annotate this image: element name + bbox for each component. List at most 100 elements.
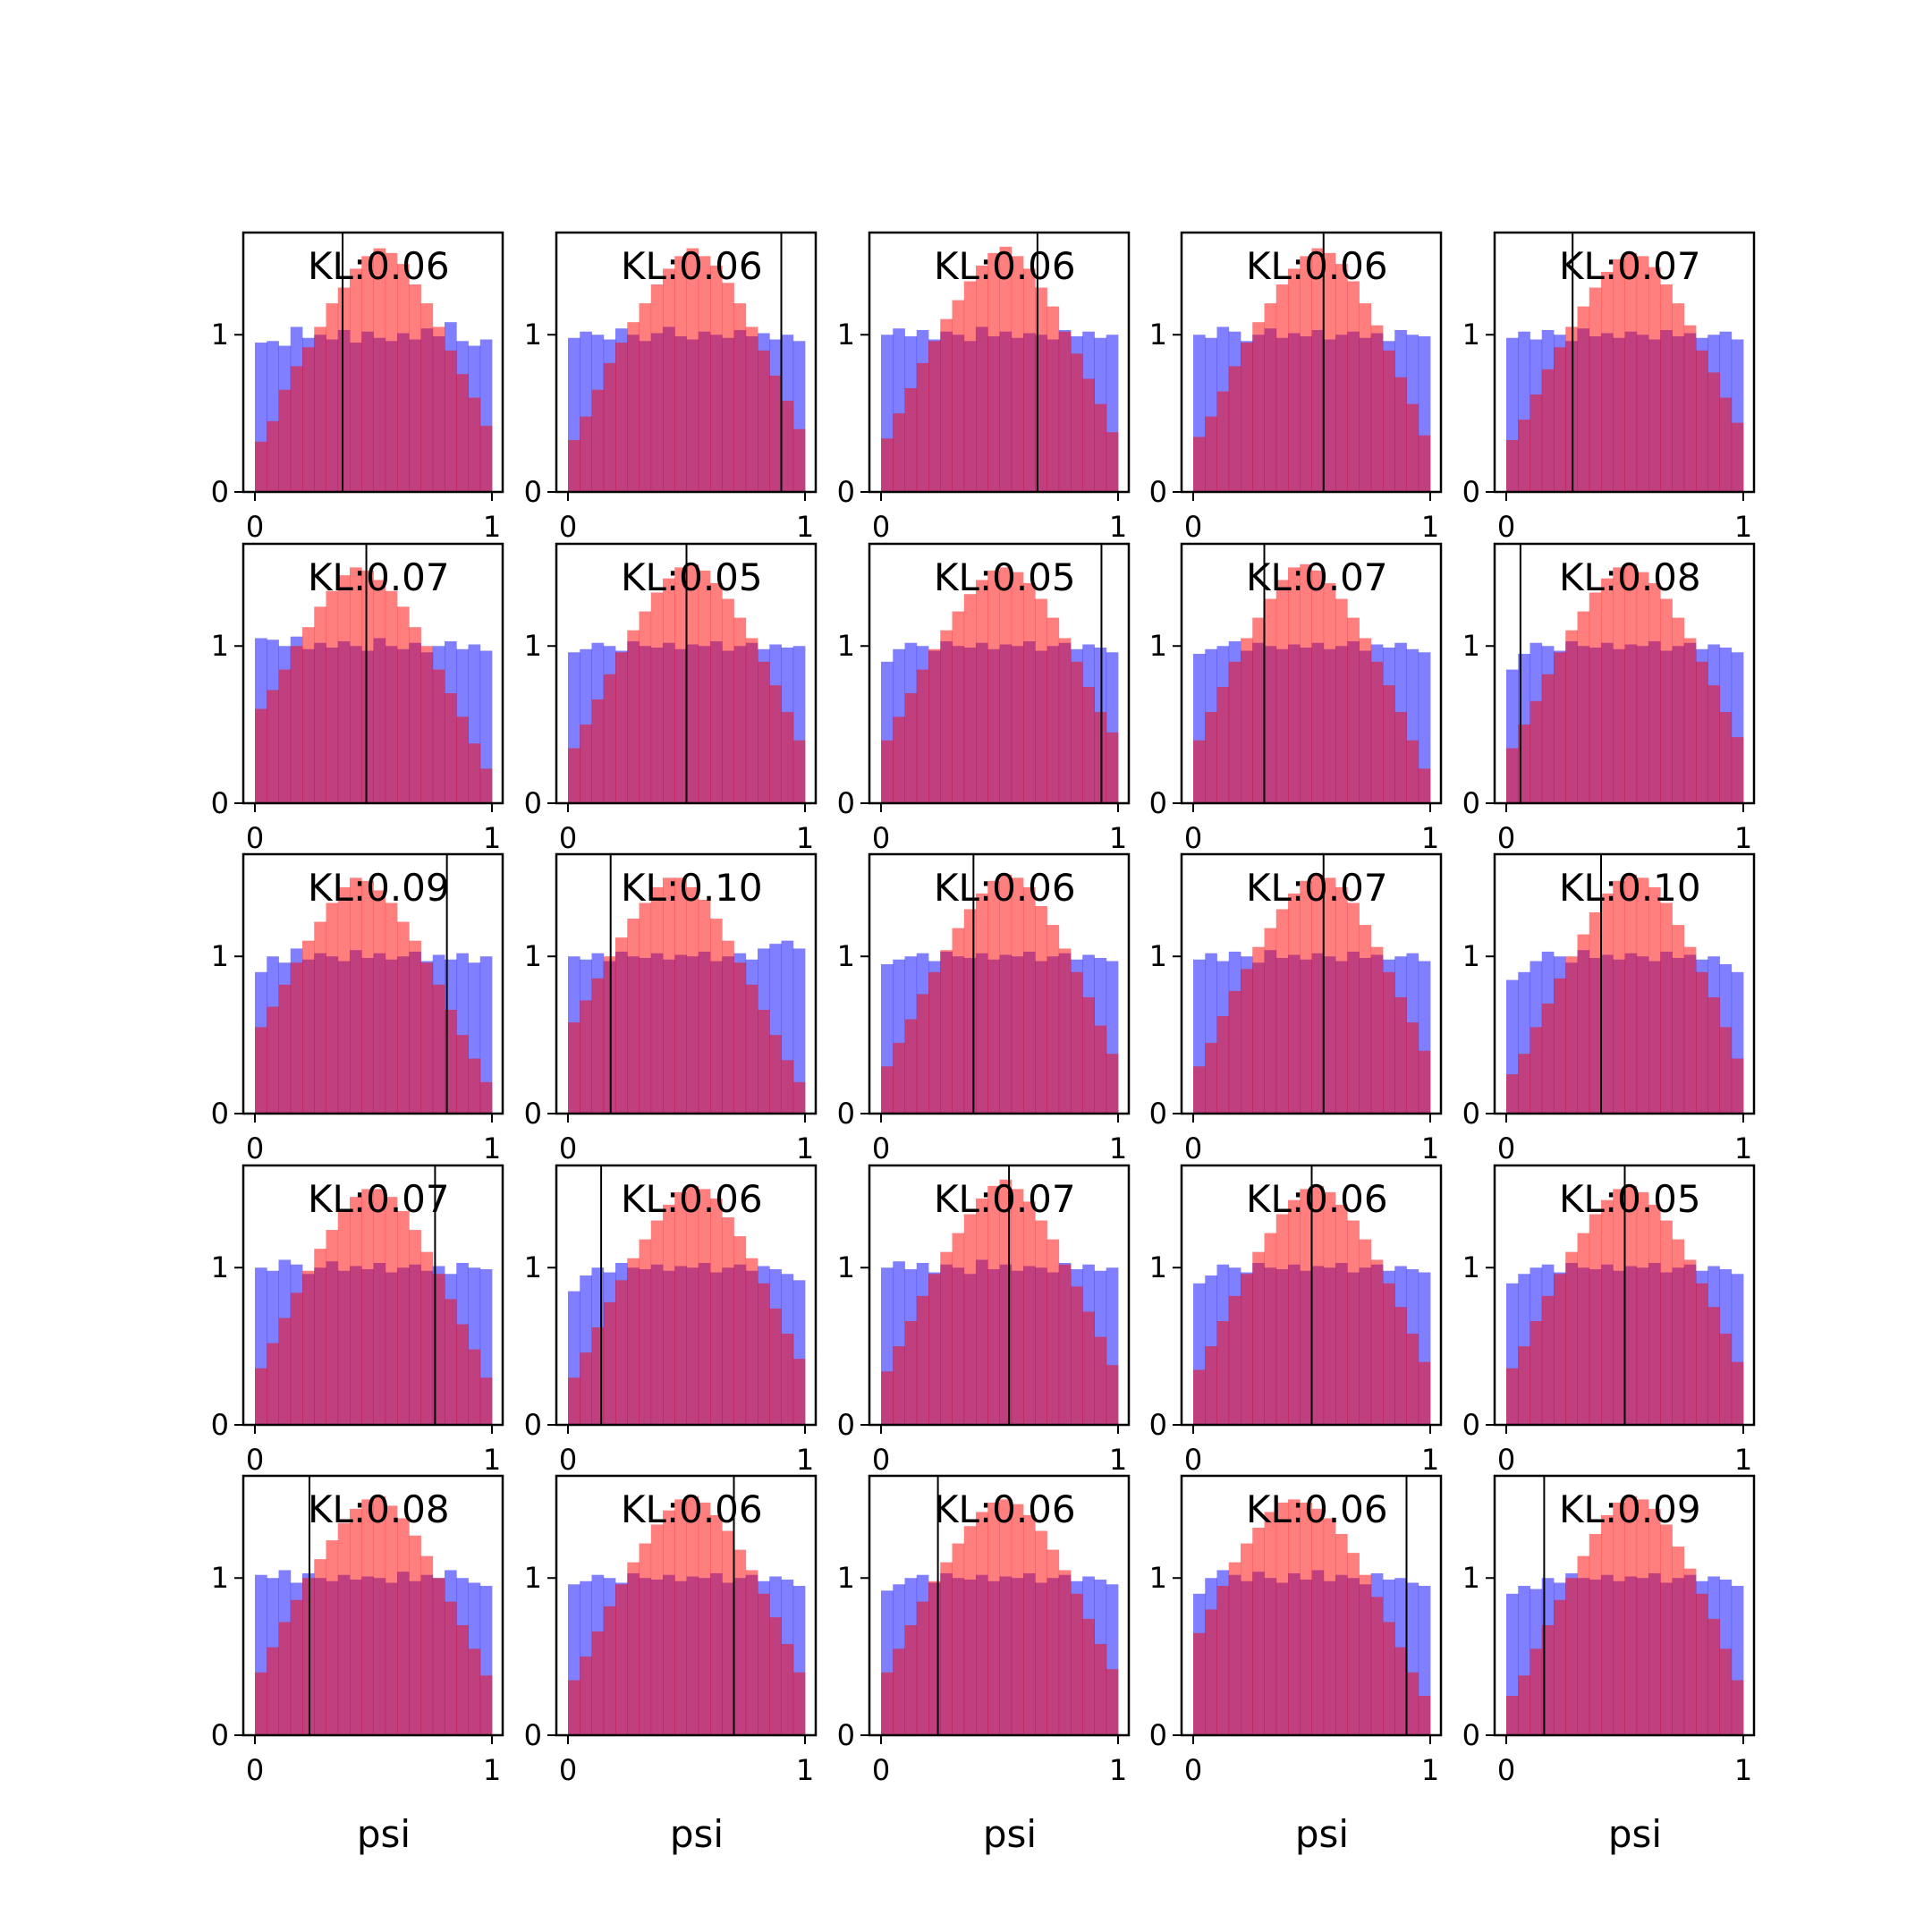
x-tick-label: 1 bbox=[1109, 510, 1127, 544]
histogram-panel: 0 1 0 1 KL:0.06 bbox=[837, 852, 1131, 1165]
y-tick-label: 0 bbox=[524, 475, 542, 509]
histogram-bar-series-b bbox=[940, 1251, 953, 1425]
histogram-bar-series-b bbox=[733, 303, 747, 492]
histogram-bar-series-b bbox=[792, 428, 806, 492]
histogram-bar-series-b bbox=[479, 426, 493, 492]
axes-frame bbox=[1493, 1474, 1756, 1737]
histogram-bar-series-b bbox=[1554, 1274, 1566, 1425]
histogram-bar-series-b bbox=[1300, 1502, 1312, 1735]
x-tick-label: 1 bbox=[1421, 1131, 1439, 1165]
histogram-bar-series-b bbox=[686, 248, 699, 492]
histogram-bar-series-b bbox=[361, 256, 374, 492]
histogram-bar-series-b bbox=[255, 441, 267, 492]
histogram-bar-series-b bbox=[1241, 638, 1253, 803]
y-tick-label: 1 bbox=[524, 1250, 542, 1284]
histogram-bar-series-b bbox=[1383, 971, 1395, 1114]
kl-annotation: KL:0.08 bbox=[308, 1487, 450, 1531]
histogram-bar-series-b bbox=[1347, 617, 1360, 803]
x-tick-label: 0 bbox=[559, 510, 577, 544]
histogram-bar-series-b bbox=[710, 582, 723, 803]
histogram-bar-series-b bbox=[397, 1518, 410, 1735]
histogram-bar-series-b bbox=[733, 962, 747, 1114]
histogram-bar-series-b bbox=[1418, 1050, 1431, 1114]
kl-annotation: KL:0.06 bbox=[621, 244, 763, 288]
y-tick-label: 0 bbox=[524, 786, 542, 820]
axes-frame bbox=[1180, 231, 1443, 494]
histogram-bar-series-b bbox=[758, 350, 770, 492]
histogram-bar-series-b bbox=[1589, 592, 1602, 803]
histogram-bar-series-b bbox=[255, 708, 267, 803]
histogram-bar-series-b bbox=[916, 994, 929, 1114]
histogram-bar-series-b bbox=[1719, 1334, 1733, 1425]
histogram-bar-series-b bbox=[1023, 268, 1036, 492]
histogram-bar-series-b bbox=[745, 1258, 758, 1425]
histogram-bar-series-b bbox=[290, 646, 303, 803]
histogram-bar-series-b bbox=[1672, 1546, 1685, 1735]
histogram-bar-series-b bbox=[615, 1280, 628, 1425]
y-tick-label: 0 bbox=[1149, 1718, 1167, 1752]
histogram-bar-series-b bbox=[1106, 1365, 1119, 1425]
histogram-bar-series-b bbox=[361, 1189, 374, 1425]
x-tick-label: 1 bbox=[483, 1443, 501, 1477]
histogram-bar-series-b bbox=[1058, 331, 1072, 492]
histogram-bar-series-b bbox=[1731, 1361, 1744, 1425]
histogram-bar-series-b bbox=[1288, 1499, 1301, 1735]
kl-annotation: KL:0.05 bbox=[934, 555, 1076, 599]
kl-annotation: KL:0.06 bbox=[1246, 244, 1388, 288]
histogram-panel: 0 1 0 1 KL:0.06 bbox=[524, 1164, 818, 1477]
histogram-bar-series-b bbox=[1636, 1191, 1649, 1425]
histogram-bar-series-b bbox=[792, 740, 806, 803]
histogram-bar-series-b bbox=[1719, 712, 1733, 803]
y-tick-label: 1 bbox=[211, 939, 229, 973]
histogram-bar-series-b bbox=[987, 1185, 1000, 1425]
histogram-bar-series-b bbox=[758, 661, 770, 803]
histogram-bar-series-b bbox=[1518, 419, 1530, 492]
histogram-bar-series-b bbox=[302, 940, 315, 1114]
x-axis-label: psi bbox=[670, 1812, 724, 1856]
histogram-bar-series-b bbox=[999, 567, 1013, 803]
histogram-bar-series-b bbox=[373, 890, 386, 1114]
histogram-bar-series-b bbox=[1071, 1593, 1083, 1735]
y-tick-label: 1 bbox=[837, 939, 855, 973]
histogram-bar-series-b bbox=[710, 1198, 723, 1425]
histogram-bar-series-b bbox=[1530, 1027, 1543, 1114]
histogram-bar-series-b bbox=[1672, 925, 1685, 1114]
y-tick-label: 1 bbox=[1149, 939, 1167, 973]
histogram-bar-series-a bbox=[479, 650, 493, 803]
histogram-bar-series-b bbox=[1589, 1214, 1602, 1425]
histogram-bar-series-b bbox=[710, 265, 723, 492]
axes-frame bbox=[1493, 231, 1756, 494]
histogram-bar-series-b bbox=[1660, 284, 1673, 492]
histogram-bar-series-b bbox=[952, 1543, 965, 1735]
histogram-bar-series-b bbox=[255, 1672, 267, 1735]
histogram-bar-series-b bbox=[952, 1233, 965, 1425]
histogram-bar-series-b bbox=[881, 1371, 894, 1425]
histogram-bar-series-b bbox=[1205, 416, 1217, 492]
y-tick-label: 0 bbox=[1149, 786, 1167, 820]
x-tick-label: 1 bbox=[483, 1131, 501, 1165]
histogram-bar-series-b bbox=[1323, 877, 1336, 1114]
histogram-bar-series-b bbox=[1648, 1204, 1661, 1425]
axes-frame bbox=[1180, 852, 1443, 1115]
histogram-bar-series-b bbox=[916, 1601, 929, 1735]
histogram-panel: 0 1 0 1 KL:0.06 bbox=[211, 231, 504, 544]
histogram-bar-series-b bbox=[893, 1346, 905, 1425]
x-tick-label: 1 bbox=[796, 510, 814, 544]
histogram-bar-series-b bbox=[1023, 1201, 1036, 1425]
histogram-bar-series-b bbox=[722, 283, 734, 492]
kl-annotation: KL:0.07 bbox=[934, 1177, 1076, 1221]
histogram-bar-series-b bbox=[1300, 1189, 1312, 1425]
x-tick-label: 0 bbox=[872, 1131, 890, 1165]
axes-frame bbox=[868, 1474, 1131, 1737]
histogram-bar-series-b bbox=[781, 1644, 794, 1735]
histogram-bar-series-b bbox=[733, 617, 747, 803]
histogram-bar-series-b bbox=[1359, 638, 1372, 803]
x-tick-label: 0 bbox=[1184, 821, 1202, 855]
histogram-bar-series-b bbox=[432, 669, 445, 803]
histogram-bar-series-b bbox=[1731, 422, 1744, 492]
histogram-bar-series-b bbox=[1418, 1361, 1431, 1425]
x-tick-label: 0 bbox=[1184, 1443, 1202, 1477]
histogram-bar-series-b bbox=[1359, 925, 1372, 1114]
histogram-bar-series-b bbox=[326, 1230, 339, 1425]
histogram-bar-series-b bbox=[758, 1010, 770, 1114]
